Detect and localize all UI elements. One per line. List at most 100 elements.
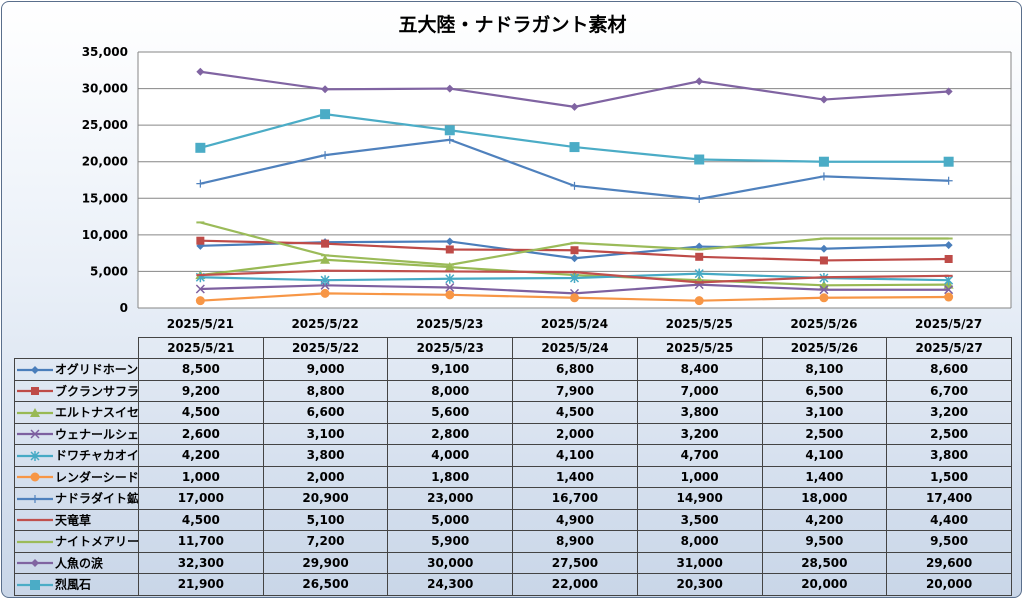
table-cell: 4,700 (636, 444, 763, 467)
legend-key-icon (16, 384, 56, 398)
table-cell: 17,400 (886, 487, 1012, 510)
series-lines (195, 67, 954, 306)
series-name: 烈風石 (55, 577, 92, 592)
table-cell: 2,800 (387, 422, 514, 445)
table-cell: 7,000 (636, 379, 763, 402)
y-tick-label: 30,000 (82, 82, 128, 96)
data-point (819, 293, 829, 303)
series-6 (195, 288, 954, 306)
table-cell: 5,900 (387, 530, 514, 553)
series-7 (196, 135, 953, 204)
table-row: レンダーシード 1,000 2,000 1,800 1,400 1,000 1,400 1,5… (14, 465, 1012, 488)
table-cell: 4,400 (886, 508, 1012, 531)
table-row: ドワチャカオイル4,2003,8004,0004,1004,7004,1003,… (14, 444, 1012, 467)
data-point (570, 102, 579, 111)
legend-entry: オグリドホーン (14, 358, 139, 381)
data-point (694, 296, 704, 306)
table-cell: 11,700 (138, 530, 264, 553)
table-cell: 18,000 (761, 487, 888, 510)
data-point (321, 239, 330, 248)
data-point (944, 241, 953, 250)
table-cell: 17,000 (138, 487, 264, 510)
data-point (819, 285, 829, 295)
legend-key-icon (16, 578, 56, 592)
legend-key-marker (30, 579, 40, 590)
table-cell: 4,100 (512, 444, 638, 467)
legend-key-icon (16, 470, 56, 484)
table-cell: 6,700 (886, 379, 1012, 402)
table-cell: 8,900 (512, 530, 638, 553)
table-row: ナイトメアリーフ11,7007,2005,9008,9008,0009,5009… (14, 530, 1012, 553)
data-point (320, 288, 330, 298)
legend-key-icon (16, 492, 56, 506)
data-point (944, 285, 954, 295)
table-cell: 1,400 (512, 465, 638, 488)
series-name: 天竜草 (55, 513, 92, 527)
data-point (196, 179, 205, 188)
data-point (695, 252, 704, 261)
table-cell: 4,100 (761, 444, 888, 467)
series-name: ナイトメアリーフ (55, 534, 139, 549)
table-cell: 29,600 (886, 551, 1012, 574)
table-cell: 5,000 (387, 508, 514, 531)
table-cell: 3,800 (636, 401, 763, 424)
table-cell: 20,300 (636, 573, 763, 596)
data-point (944, 87, 953, 96)
table-cell: 5,600 (387, 401, 514, 424)
data-point (695, 77, 704, 86)
table-row: エルトナスイセン4,5006,6005,6004,5003,8003,1003,… (14, 401, 1012, 424)
table-cell: 6,600 (262, 401, 389, 424)
table-cell: 3,100 (761, 401, 888, 424)
table-cell: 3,200 (636, 422, 763, 445)
data-point (321, 85, 330, 94)
x-tick-label: 2025/5/26 (790, 317, 857, 331)
y-axis-ticks: 0 5,000 10,000 15,000 20,000 25,000 30,000 35,0… (82, 45, 128, 315)
data-point (195, 142, 206, 153)
data-point (445, 245, 454, 254)
x-tick-label: 2025/5/23 (416, 317, 483, 331)
series-10 (196, 67, 953, 111)
x-tick-label: 2025/5/24 (541, 317, 608, 331)
legend-key-marker (31, 494, 39, 503)
table-cell: 7,200 (262, 530, 389, 553)
legend-key-icon (16, 513, 56, 527)
plot-area (138, 52, 1011, 308)
legend-key-icon (16, 406, 56, 420)
series-8 (196, 269, 953, 284)
data-point (943, 156, 954, 167)
table-cell: 14,900 (636, 487, 763, 510)
table-cell: 27,500 (512, 551, 638, 574)
table-cell: 26,500 (262, 573, 389, 596)
table-cell: 2,500 (886, 422, 1012, 445)
data-point (195, 284, 205, 294)
table-cell: 20,000 (886, 573, 1012, 596)
table-cell: 1,000 (636, 465, 763, 488)
data-table: 2025/5/21 2025/5/22 2025/5/23 2025/5/24 2025… (14, 337, 1012, 596)
legend-key-marker (30, 407, 40, 417)
data-point (320, 275, 330, 286)
table-column-header: 2025/5/27 (886, 337, 1012, 359)
data-point (570, 293, 579, 303)
y-tick-label: 25,000 (82, 118, 128, 132)
table-cell: 30,000 (387, 551, 514, 574)
table-column-header: 2025/5/25 (636, 337, 763, 359)
table-corner (14, 337, 139, 359)
data-point (445, 237, 454, 246)
data-point (445, 290, 455, 300)
table-cell: 5,100 (262, 508, 389, 531)
table-cell: 23,000 (387, 487, 514, 510)
data-point (694, 268, 704, 279)
table-cell: 16,700 (512, 487, 638, 510)
table-cell: 1,500 (886, 465, 1012, 488)
data-point (444, 125, 455, 136)
x-tick-label: 2025/5/21 (167, 317, 234, 331)
data-point (196, 67, 205, 76)
legend-key-marker (30, 429, 40, 439)
data-point (445, 135, 454, 144)
table-cell: 9,100 (387, 358, 514, 381)
legend-entry: レンダーシード (14, 465, 139, 488)
data-point (445, 282, 455, 293)
series-2 (196, 236, 953, 265)
x-tick-label: 2025/5/27 (915, 317, 982, 331)
x-axis-ticks: 2025/5/21 2025/5/22 2025/5/23 2025/5/24 2025… (167, 317, 983, 331)
